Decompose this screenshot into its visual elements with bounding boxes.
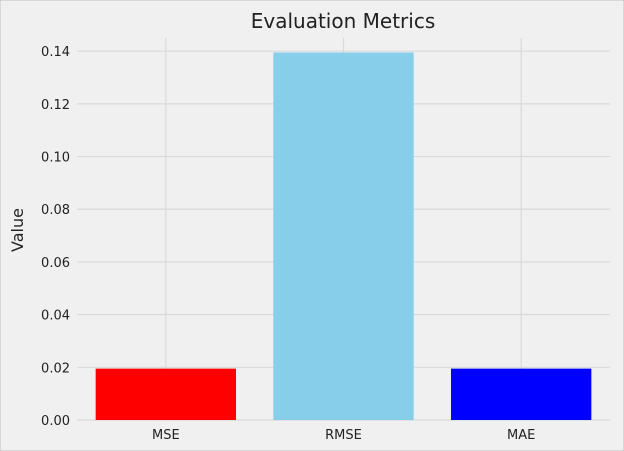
x-tick-label: MAE: [507, 428, 535, 443]
y-axis-label: Value: [8, 208, 27, 252]
y-tick-label: 0.12: [41, 98, 70, 113]
y-tick-label: 0.10: [41, 151, 70, 166]
chart-title: Evaluation Metrics: [251, 9, 435, 33]
bar-layer: [95, 52, 592, 420]
y-tick-label: 0.08: [41, 203, 70, 218]
y-tick-labels: 0.00 0.02 0.04 0.06 0.08 0.10 0.12 0.14: [41, 45, 70, 429]
y-tick-label: 0.14: [41, 45, 70, 60]
y-tick-label: 0.04: [41, 309, 70, 324]
x-tick-label: RMSE: [325, 428, 362, 443]
y-tick-label: 0.06: [41, 256, 70, 271]
x-tick-label: MSE: [152, 428, 180, 443]
x-tick-labels: MSE RMSE MAE: [152, 428, 535, 443]
bar-rmse: [273, 52, 414, 420]
y-tick-label: 0.02: [41, 361, 70, 376]
bar-mae: [450, 368, 592, 420]
bar-mse: [95, 368, 237, 420]
y-tick-label: 0.00: [41, 414, 70, 429]
